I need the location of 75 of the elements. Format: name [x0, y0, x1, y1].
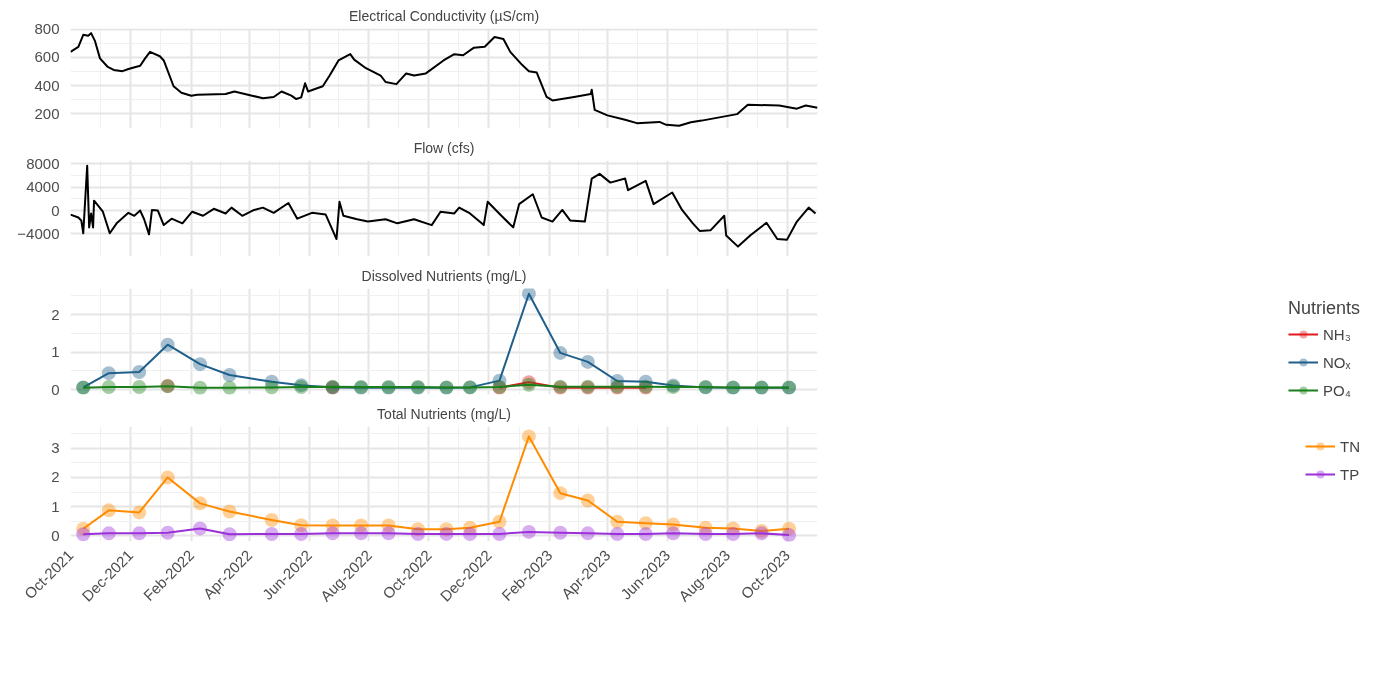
- chart-title: Flow (cfs): [413, 139, 475, 156]
- point: [521, 288, 536, 301]
- point: [132, 526, 147, 541]
- point: [101, 380, 116, 394]
- point: [782, 528, 797, 542]
- y-tick-label: 8000: [26, 154, 60, 172]
- point: [553, 486, 568, 501]
- point: [193, 496, 208, 511]
- point: [580, 354, 595, 369]
- point: [521, 429, 536, 444]
- point: [698, 526, 713, 541]
- point: [76, 527, 91, 542]
- point: [222, 504, 237, 519]
- point: [132, 380, 147, 394]
- point: [638, 526, 653, 541]
- point: [222, 527, 237, 542]
- legend-label: TP: [1340, 465, 1360, 483]
- point: [193, 521, 208, 536]
- point: [193, 380, 208, 395]
- point: [354, 526, 369, 541]
- chart-title: Dissolved Nutrients (mg/L): [361, 267, 527, 284]
- point: [553, 525, 568, 540]
- point: [294, 526, 309, 541]
- y-tick-label: 4000: [26, 178, 60, 196]
- legend-label: NH₃: [1322, 325, 1351, 343]
- point: [463, 526, 478, 541]
- point: [264, 380, 279, 395]
- y-tick-label: 800: [34, 20, 60, 38]
- point: [160, 525, 175, 540]
- point: [101, 526, 116, 541]
- point: [264, 526, 279, 541]
- point: [410, 526, 425, 541]
- point: [580, 493, 595, 508]
- y-tick-label: 400: [34, 76, 60, 94]
- point: [580, 526, 595, 541]
- y-tick-label: 600: [34, 48, 60, 66]
- point: [222, 380, 237, 395]
- point: [325, 526, 340, 541]
- y-tick-label: 3: [51, 439, 60, 457]
- point: [492, 514, 507, 529]
- point: [492, 526, 507, 541]
- point: [160, 337, 175, 352]
- point: [160, 470, 175, 485]
- point: [521, 524, 536, 539]
- legend-label: TN: [1340, 437, 1360, 455]
- point: [101, 366, 116, 381]
- y-tick-label: 0: [51, 526, 60, 544]
- point: [553, 345, 568, 360]
- point: [439, 526, 454, 541]
- point: [193, 357, 208, 372]
- point: [610, 526, 625, 541]
- y-tick-label: 1: [51, 343, 60, 361]
- point: [381, 526, 396, 541]
- y-tick-label: 2: [51, 305, 60, 323]
- chart-title: Total Nutrients (mg/L): [377, 405, 511, 422]
- legend-title: Nutrients: [1287, 298, 1360, 319]
- y-tick-label: 0: [51, 380, 60, 398]
- y-tick-label: 200: [34, 104, 60, 122]
- point: [222, 368, 237, 383]
- legend-label: PO₄: [1322, 381, 1351, 399]
- point: [101, 503, 116, 518]
- point: [132, 505, 147, 520]
- y-tick-label: −4000: [17, 224, 60, 242]
- y-tick-label: 1: [51, 497, 60, 515]
- y-tick-label: 0: [51, 201, 60, 219]
- point: [610, 514, 625, 529]
- point: [132, 365, 147, 380]
- point: [264, 512, 279, 527]
- y-tick-label: 2: [51, 468, 60, 486]
- legend-label: NOₓ: [1322, 353, 1351, 371]
- line-series: [70, 32, 818, 127]
- point: [666, 526, 681, 541]
- chart-title: Electrical Conductivity (µS/cm): [348, 7, 540, 24]
- line-series: [70, 164, 817, 248]
- point: [726, 526, 741, 541]
